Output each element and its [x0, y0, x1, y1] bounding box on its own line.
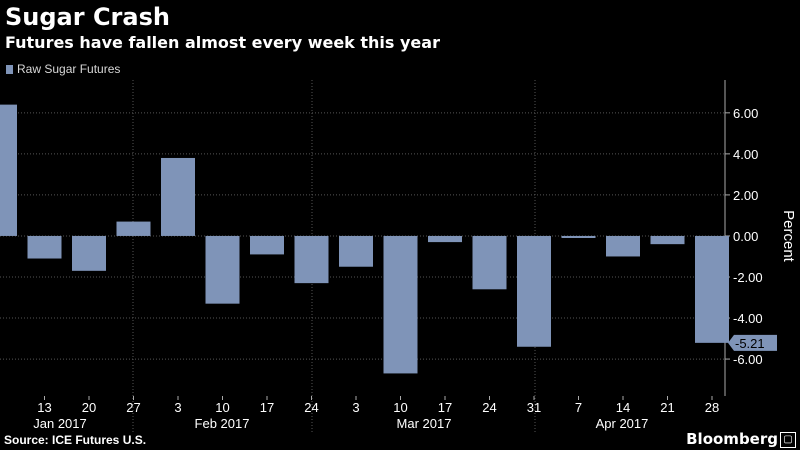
bar	[383, 235, 418, 374]
bar	[205, 235, 240, 304]
bar	[250, 235, 284, 255]
x-tick-label: 24	[304, 400, 318, 415]
bar	[0, 104, 17, 236]
bar	[339, 235, 373, 267]
y-tick-label: -4.00	[733, 311, 763, 326]
chart-subtitle: Futures have fallen almost every week th…	[5, 33, 440, 52]
bar	[161, 157, 195, 236]
last-value-label: -5.21	[735, 336, 765, 351]
bloomberg-logo: Bloomberg	[686, 430, 778, 448]
y-tick-label: -6.00	[733, 352, 763, 367]
y-tick-label: -2.00	[733, 270, 763, 285]
x-month-label: Jan 2017	[33, 416, 87, 431]
source-note: Source: ICE Futures U.S.	[4, 433, 147, 447]
x-tick-label: 24	[482, 400, 496, 415]
bar	[428, 235, 462, 243]
x-month-label: Mar 2017	[397, 416, 452, 431]
last-value-callout	[728, 334, 777, 351]
legend-label: Raw Sugar Futures	[17, 62, 121, 76]
x-tick-label: 3	[174, 400, 181, 415]
bar	[27, 235, 62, 259]
x-tick-label: 14	[616, 400, 630, 415]
x-tick-label: 20	[82, 400, 96, 415]
x-tick-label: 28	[705, 400, 719, 415]
bar	[561, 235, 596, 238]
bar	[650, 235, 685, 245]
x-month-label: Apr 2017	[596, 416, 649, 431]
bar	[517, 235, 551, 347]
y-tick-label: 0.00	[733, 229, 758, 244]
x-tick-label: 7	[575, 400, 582, 415]
y-tick-label: 6.00	[733, 106, 758, 121]
chart-title: Sugar Crash	[5, 3, 170, 31]
legend-swatch	[6, 64, 13, 74]
x-tick-label: 13	[37, 400, 51, 415]
x-tick-label: 21	[660, 400, 674, 415]
x-tick-label: 17	[438, 400, 452, 415]
bar	[606, 235, 640, 257]
x-tick-label: 10	[393, 400, 407, 415]
bar	[472, 235, 507, 290]
bar	[72, 235, 106, 271]
legend: Raw Sugar Futures	[6, 62, 120, 76]
x-tick-label: 3	[352, 400, 359, 415]
bar	[695, 235, 729, 343]
x-month-label: Feb 2017	[195, 416, 250, 431]
y-axis-label: Percent	[780, 210, 797, 263]
x-tick-label: 10	[215, 400, 229, 415]
x-tick-label: 17	[260, 400, 274, 415]
bar	[116, 221, 151, 236]
y-tick-label: 4.00	[733, 147, 758, 162]
bar	[294, 235, 329, 284]
y-tick-label: 2.00	[733, 188, 758, 203]
x-tick-label: 27	[126, 400, 140, 415]
bloomberg-icon: ▢	[780, 432, 796, 448]
x-tick-label: 31	[527, 400, 541, 415]
